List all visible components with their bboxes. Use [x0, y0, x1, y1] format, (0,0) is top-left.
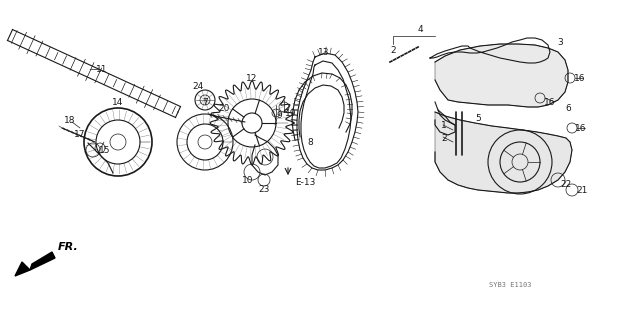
Text: 2: 2 — [441, 133, 447, 142]
Text: 6: 6 — [565, 103, 571, 113]
Text: 20: 20 — [218, 103, 230, 113]
Text: 22: 22 — [561, 180, 572, 188]
Text: 24: 24 — [193, 82, 204, 91]
Text: 7: 7 — [202, 98, 208, 107]
Text: 19: 19 — [285, 108, 297, 117]
Text: 2: 2 — [390, 45, 396, 54]
Text: 15: 15 — [99, 146, 111, 155]
Text: 21: 21 — [576, 186, 588, 195]
Text: 17: 17 — [74, 130, 86, 139]
Text: 5: 5 — [475, 114, 481, 123]
Text: 16: 16 — [575, 124, 587, 132]
Text: 11: 11 — [96, 65, 108, 74]
Text: FR.: FR. — [58, 242, 79, 252]
Text: 14: 14 — [112, 98, 124, 107]
Text: 16: 16 — [574, 74, 586, 83]
Polygon shape — [435, 112, 572, 193]
Text: SYB3 E1103: SYB3 E1103 — [489, 282, 531, 288]
Text: 1: 1 — [441, 121, 447, 130]
Text: 13: 13 — [318, 47, 330, 57]
Polygon shape — [30, 252, 55, 270]
Text: 18: 18 — [64, 116, 76, 124]
Text: 8: 8 — [307, 138, 313, 147]
Polygon shape — [435, 44, 568, 107]
Text: E-13: E-13 — [295, 178, 315, 187]
Text: 4: 4 — [417, 25, 423, 34]
Text: 3: 3 — [557, 37, 563, 46]
Polygon shape — [15, 262, 30, 276]
Text: 16: 16 — [544, 98, 556, 107]
Text: 12: 12 — [246, 74, 258, 83]
Text: 9: 9 — [276, 110, 282, 119]
Text: 23: 23 — [259, 185, 269, 194]
Text: 10: 10 — [243, 175, 253, 185]
